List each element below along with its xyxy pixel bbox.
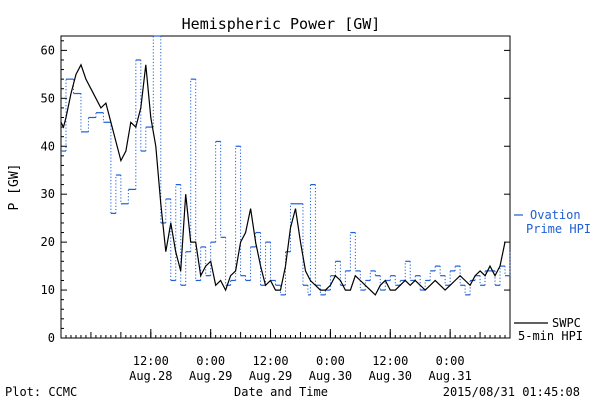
legend-ovation-label-1: Ovation — [530, 208, 581, 222]
x-tick-time-label: 0:00 — [436, 354, 465, 368]
y-axis: 0 10 20 30 40 50 60 — [41, 40, 510, 345]
x-tick-time-label: 12:00 — [372, 354, 408, 368]
legend-swpc-label-1: SWPC — [552, 316, 581, 330]
y-tick-label: 10 — [41, 283, 55, 297]
y-tick-label: 30 — [41, 187, 55, 201]
x-tick-date-label: Aug.31 — [428, 369, 471, 383]
legend-ovation-label-2: Prime HPI — [526, 222, 591, 236]
series-1 — [60, 63, 506, 296]
footer-left: Plot: CCMC — [5, 385, 77, 399]
x-tick-date-label: Aug.29 — [189, 369, 232, 383]
y-axis-label: P [GW] — [7, 164, 22, 211]
y-tick-label: 20 — [41, 235, 55, 249]
x-tick-date-label: Aug.29 — [249, 369, 292, 383]
swpc-hpi-line — [60, 63, 506, 296]
x-axis-label: Date and Time — [234, 385, 328, 399]
legend-swpc-label-2: 5-min HPI — [518, 329, 583, 343]
y-tick-label: 50 — [41, 91, 55, 105]
y-tick-label: 40 — [41, 139, 55, 153]
chart-title: Hemispheric Power [GW] — [182, 15, 381, 33]
x-tick-time-label: 12:00 — [133, 354, 169, 368]
x-axis: 12:00Aug.280:00Aug.2912:00Aug.290:00Aug.… — [65, 329, 506, 383]
x-tick-date-label: Aug.30 — [369, 369, 412, 383]
x-tick-time-label: 12:00 — [252, 354, 288, 368]
y-tick-label: 0 — [48, 331, 55, 345]
x-tick-time-label: 0:00 — [316, 354, 345, 368]
plot-area-frame — [60, 35, 511, 339]
x-tick-time-label: 0:00 — [196, 354, 225, 368]
x-tick-date-label: Aug.30 — [309, 369, 352, 383]
footer-right: 2015/08/31 01:45:08 — [443, 385, 580, 399]
x-tick-date-label: Aug.28 — [129, 369, 172, 383]
y-tick-label: 60 — [41, 43, 55, 57]
series-layer — [60, 35, 511, 296]
series-0 — [61, 35, 511, 296]
